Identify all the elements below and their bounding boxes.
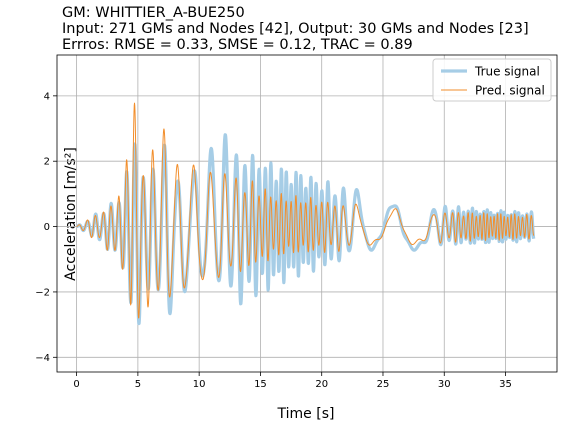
x-tick-label: 25 (377, 379, 390, 390)
x-tick-label: 0 (73, 379, 79, 390)
traces (75, 102, 536, 326)
y-tick-label: 2 (44, 157, 50, 168)
title-line-2: Input: 271 GMs and Nodes [42], Output: 3… (62, 21, 529, 37)
x-axis-label: Time [s] (277, 406, 335, 422)
x-tick-label: 30 (438, 379, 451, 390)
legend-label: True signal (474, 65, 540, 79)
y-tick-label: −4 (35, 353, 50, 364)
x-tick-label: 5 (135, 379, 141, 390)
chart-title: GM: WHITTIER_A-BUE250 Input: 271 GMs and… (62, 5, 529, 53)
legend: True signal Pred. signal (432, 58, 552, 102)
ticks: 0 5 10 15 20 25 30 35 −4 −2 0 2 4 (35, 91, 512, 390)
x-tick-label: 20 (315, 379, 328, 390)
x-tick-label: 35 (499, 379, 512, 390)
legend-label: Pred. signal (475, 84, 545, 98)
x-tick-label: 10 (193, 379, 206, 390)
x-tick-label: 15 (254, 379, 267, 390)
title-line-3: Errros: RMSE = 0.33, SMSE = 0.12, TRAC =… (62, 37, 413, 53)
y-tick-label: −2 (35, 287, 50, 298)
axes-frame (56, 54, 558, 373)
y-tick-label: 0 (44, 222, 50, 233)
y-tick-label: 4 (44, 91, 50, 102)
title-line-1: GM: WHITTIER_A-BUE250 (62, 5, 245, 21)
series-line (76, 102, 535, 319)
